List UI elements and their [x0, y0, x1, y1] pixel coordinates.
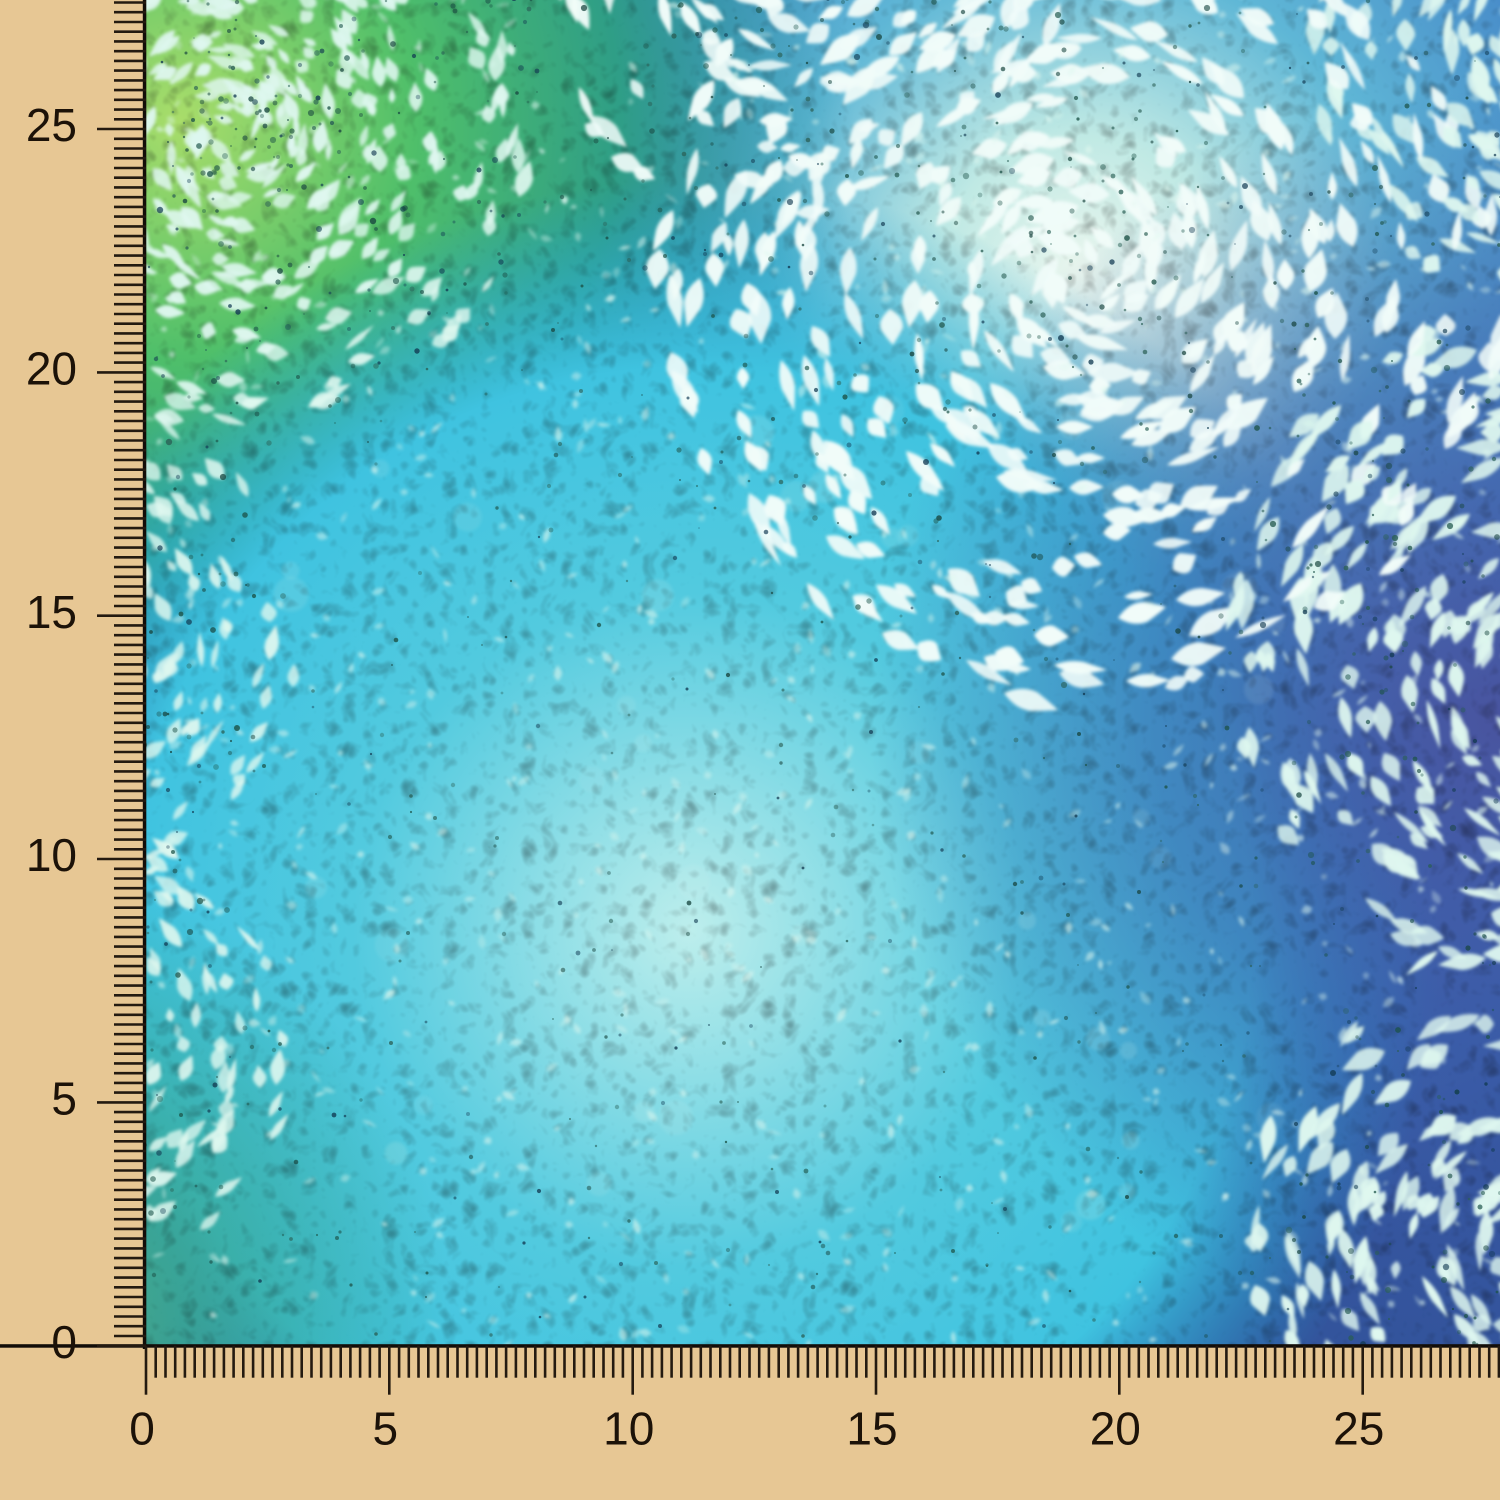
svg-text:15: 15	[26, 586, 77, 638]
svg-text:0: 0	[51, 1316, 77, 1368]
svg-text:15: 15	[846, 1403, 897, 1455]
svg-text:5: 5	[51, 1073, 77, 1125]
svg-text:25: 25	[1333, 1403, 1384, 1455]
svg-text:10: 10	[26, 829, 77, 881]
svg-text:25: 25	[26, 99, 77, 151]
svg-text:0: 0	[129, 1403, 155, 1455]
svg-text:5: 5	[373, 1403, 399, 1455]
svg-text:20: 20	[1090, 1403, 1141, 1455]
svg-text:20: 20	[26, 343, 77, 395]
svg-text:10: 10	[603, 1403, 654, 1455]
